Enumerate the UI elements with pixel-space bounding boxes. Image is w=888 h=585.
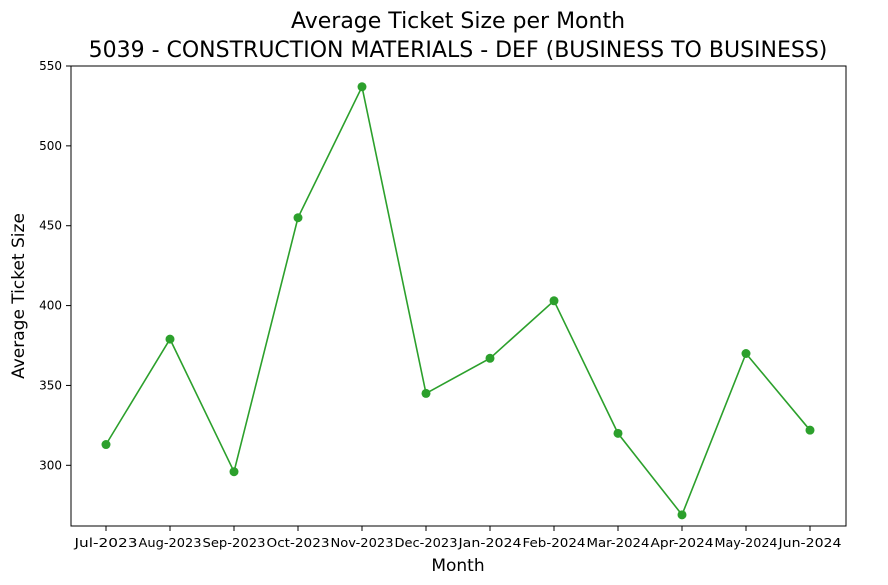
data-point — [805, 425, 815, 435]
y-tick-label: 550 — [39, 59, 62, 73]
data-point — [101, 440, 111, 450]
data-point — [357, 82, 367, 92]
x-tick-label: Feb-2024 — [523, 536, 586, 550]
x-tick-label: Nov-2023 — [331, 536, 394, 550]
x-tick-label: Jan-2024 — [457, 536, 521, 550]
chart-title: Average Ticket Size per Month — [291, 9, 625, 34]
data-point — [165, 334, 175, 344]
x-tick-label: Apr-2024 — [651, 536, 714, 550]
x-tick-label: Jun-2024 — [777, 536, 841, 550]
series-line — [105, 84, 811, 517]
data-point — [293, 213, 303, 223]
data-point — [613, 428, 623, 438]
series-points — [101, 82, 815, 520]
data-point — [229, 467, 239, 477]
y-tick-label: 400 — [39, 299, 62, 313]
y-axis-label: Average Ticket Size — [9, 213, 29, 379]
x-tick-label: May-2024 — [715, 536, 778, 550]
y-axis: 300 350 400 450 500 550 — [39, 59, 71, 472]
data-point — [485, 353, 495, 363]
x-tick-label: Dec-2023 — [395, 536, 458, 550]
x-tick-label: Oct-2023 — [267, 536, 330, 550]
y-tick-label: 500 — [39, 139, 62, 153]
x-axis-label: Month — [431, 556, 484, 576]
y-tick-label: 350 — [39, 378, 62, 392]
x-tick-label: Aug-2023 — [139, 536, 202, 550]
x-tick-label: Jul-2023 — [73, 536, 137, 550]
data-point — [677, 510, 687, 520]
data-point — [549, 296, 559, 306]
data-point — [741, 349, 751, 358]
x-axis: Jul-2023 Aug-2023 Sep-2023 Oct-2023 Nov-2023… — [73, 526, 842, 550]
x-tick-label: Mar-2024 — [587, 536, 650, 550]
plot-area-frame — [70, 65, 847, 527]
y-tick-label: 300 — [39, 458, 62, 472]
y-tick-label: 450 — [39, 219, 62, 233]
data-point — [421, 388, 431, 398]
chart-subtitle: 5039 - CONSTRUCTION MATERIALS - DEF (BUS… — [89, 38, 828, 63]
x-tick-label: Sep-2023 — [203, 536, 266, 550]
